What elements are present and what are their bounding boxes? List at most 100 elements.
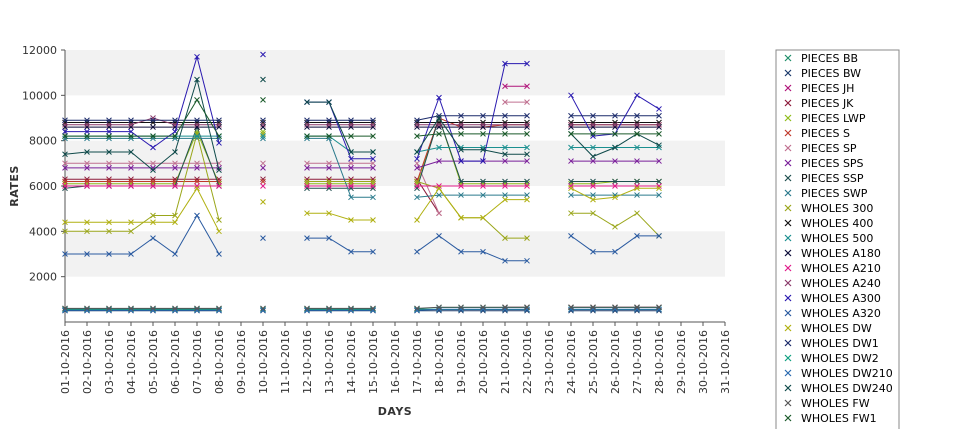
data-point [612, 183, 618, 189]
legend-item: WHOLES DW2 [784, 352, 879, 365]
data-point [502, 99, 508, 105]
legend-label: PIECES BB [801, 52, 858, 65]
data-point [304, 119, 310, 126]
data-point [436, 115, 442, 121]
data-point [502, 178, 508, 185]
data-point [216, 117, 222, 124]
data-point [150, 212, 156, 219]
data-point [304, 178, 310, 185]
data-point [62, 176, 68, 183]
data-point [436, 304, 442, 311]
data-point [502, 304, 508, 311]
x-tick-label: 13-10-2016 [323, 330, 336, 394]
legend-item: PIECES BB [784, 52, 858, 65]
series-line [65, 98, 220, 137]
data-point [260, 119, 266, 126]
data-point [62, 151, 68, 158]
data-point [260, 165, 266, 171]
data-point [348, 176, 354, 183]
series-wholes-a320 [62, 212, 662, 264]
data-point [568, 192, 574, 198]
data-point [612, 304, 618, 311]
data-point [634, 124, 640, 130]
data-point [84, 180, 90, 187]
data-point [128, 165, 134, 171]
data-point [106, 135, 112, 142]
x-tick-label: 04-10-2016 [125, 330, 138, 394]
data-point [348, 183, 354, 189]
legend-item: PIECES BW [784, 67, 861, 80]
legend-marker [784, 174, 792, 182]
data-point [502, 124, 508, 130]
data-point [502, 180, 508, 187]
data-point [84, 124, 90, 130]
x-tick-label: 26-10-2016 [609, 330, 622, 394]
data-point [194, 212, 200, 219]
data-point [260, 199, 266, 205]
legend-marker [784, 249, 792, 257]
data-point [436, 210, 442, 217]
data-point [150, 167, 156, 173]
data-point [348, 124, 354, 130]
data-point [414, 149, 420, 155]
data-point [634, 183, 640, 189]
data-point [194, 185, 200, 192]
data-point [590, 304, 596, 311]
data-point [326, 210, 332, 217]
legend-marker [784, 414, 792, 422]
data-point [106, 228, 112, 235]
data-point [590, 144, 596, 151]
data-point [524, 180, 530, 187]
legend-label: WHOLES 400 [801, 217, 873, 230]
data-point [414, 165, 420, 171]
data-point [370, 155, 376, 162]
data-point [414, 121, 420, 128]
y-tick-label: 2000 [29, 271, 57, 284]
data-point [172, 133, 178, 139]
data-point [304, 121, 310, 128]
data-point [106, 160, 112, 167]
x-tick-label: 14-10-2016 [345, 330, 358, 394]
series-line [65, 117, 219, 126]
legend-item: PIECES S [784, 127, 850, 140]
data-point [106, 180, 112, 187]
data-point [172, 183, 178, 189]
data-point [150, 178, 156, 185]
data-point [656, 144, 662, 151]
x-tick-label: 07-10-2016 [191, 330, 204, 394]
x-tick-label: 20-10-2016 [477, 330, 490, 394]
x-tick-label: 03-10-2016 [103, 330, 116, 394]
data-point [150, 133, 156, 139]
data-point [480, 146, 486, 153]
data-point [370, 305, 376, 312]
data-point [590, 131, 596, 137]
data-point [172, 251, 178, 257]
x-tick-label: 28-10-2016 [653, 330, 666, 394]
data-point [524, 151, 530, 158]
data-point [150, 305, 156, 312]
data-point [590, 178, 596, 185]
series-line [307, 101, 373, 153]
data-point [348, 194, 354, 201]
data-point [260, 51, 266, 58]
data-point [62, 178, 68, 185]
x-tick-label: 02-10-2016 [81, 330, 94, 394]
x-tick-label: 18-10-2016 [433, 330, 446, 394]
data-point [62, 165, 68, 171]
data-point [326, 121, 332, 128]
legend-marker [784, 384, 792, 392]
data-point [150, 176, 156, 183]
data-point [172, 117, 178, 124]
series-wholes-fw [62, 304, 662, 312]
data-point [260, 128, 266, 135]
data-point [84, 183, 90, 189]
legend-item: WHOLES 400 [784, 217, 873, 230]
x-tick-label: 17-10-2016 [411, 330, 424, 394]
data-point [216, 165, 222, 171]
data-point [128, 149, 134, 155]
data-point [326, 183, 332, 189]
data-point [370, 217, 376, 223]
data-point [634, 233, 640, 239]
data-point [502, 144, 508, 151]
